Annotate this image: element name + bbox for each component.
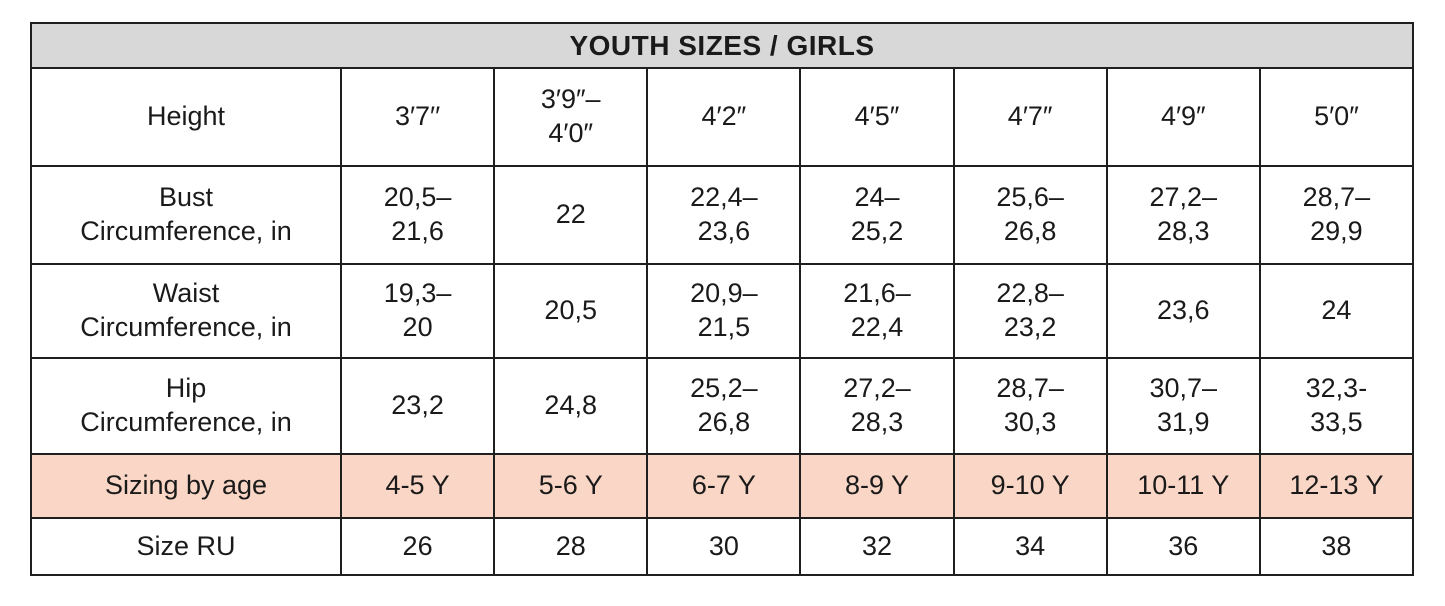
height-cell: 4′7″ [952,67,1108,167]
size-ru-cell: 32 [799,517,955,576]
waist-cell: 22,8– 23,2 [952,263,1108,359]
table-row-height: Height 3′7′′ 3′9″– 4′0″ 4′2″ 4′5″ 4′7″ 4… [30,67,1415,167]
age-cell: 5-6 Y [493,453,649,519]
height-cell: 3′7′′ [339,67,496,167]
hip-cell: 32,3- 33,5 [1258,357,1415,455]
size-ru-cell: 36 [1105,517,1261,576]
waist-cell: 24 [1258,263,1415,359]
row-label-hip: Hip Circumference, in [30,357,342,455]
hip-cell: 30,7– 31,9 [1105,357,1261,455]
hip-cell: 27,2– 28,3 [799,357,955,455]
bust-cell: 28,7– 29,9 [1258,165,1415,265]
waist-cell: 23,6 [1105,263,1261,359]
table-title-row: YOUTH SIZES / GIRLS [30,22,1414,69]
bust-cell: 24– 25,2 [799,165,955,265]
age-cell: 12-13 Y [1258,453,1415,519]
bust-cell: 27,2– 28,3 [1105,165,1261,265]
waist-cell: 20,5 [493,263,649,359]
row-label-height: Height [30,67,342,167]
table-row-waist: Waist Circumference, in 19,3– 20 20,5 20… [30,263,1415,359]
height-cell: 4′5″ [799,67,955,167]
bust-cell: 20,5– 21,6 [339,165,496,265]
hip-cell: 23,2 [339,357,496,455]
height-cell: 5′0″ [1258,67,1415,167]
waist-cell: 20,9– 21,5 [646,263,802,359]
size-ru-cell: 28 [493,517,649,576]
height-cell: 4′2″ [646,67,802,167]
age-cell: 10-11 Y [1105,453,1261,519]
row-label-bust: Bust Circumference, in [30,165,342,265]
size-ru-cell: 26 [339,517,496,576]
age-cell: 8-9 Y [799,453,955,519]
bust-cell: 25,6– 26,8 [952,165,1108,265]
height-cell: 3′9″– 4′0″ [493,67,649,167]
hip-cell: 25,2– 26,8 [646,357,802,455]
table-row-sizing-by-age: Sizing by age 4-5 Y 5-6 Y 6-7 Y 8-9 Y 9-… [30,453,1415,519]
row-label-sizing-by-age: Sizing by age [30,453,342,519]
table-row-hip: Hip Circumference, in 23,2 24,8 25,2– 26… [30,357,1415,455]
waist-cell: 19,3– 20 [339,263,496,359]
size-ru-cell: 34 [952,517,1108,576]
bust-cell: 22,4– 23,6 [646,165,802,265]
height-cell: 4′9″ [1105,67,1261,167]
size-ru-cell: 38 [1258,517,1415,576]
waist-cell: 21,6– 22,4 [799,263,955,359]
row-label-size-ru: Size RU [30,517,342,576]
bust-cell: 22 [493,165,649,265]
table-row-size-ru: Size RU 26 28 30 32 34 36 38 [30,517,1415,576]
size-ru-cell: 30 [646,517,802,576]
table-row-bust: Bust Circumference, in 20,5– 21,6 22 22,… [30,165,1415,265]
age-cell: 6-7 Y [646,453,802,519]
table-title: YOUTH SIZES / GIRLS [30,22,1414,69]
row-label-waist: Waist Circumference, in [30,263,342,359]
age-cell: 9-10 Y [952,453,1108,519]
age-cell: 4-5 Y [339,453,496,519]
youth-girls-size-table: YOUTH SIZES / GIRLS Height 3′7′′ 3′9″– 4… [30,22,1415,576]
hip-cell: 24,8 [493,357,649,455]
hip-cell: 28,7– 30,3 [952,357,1108,455]
